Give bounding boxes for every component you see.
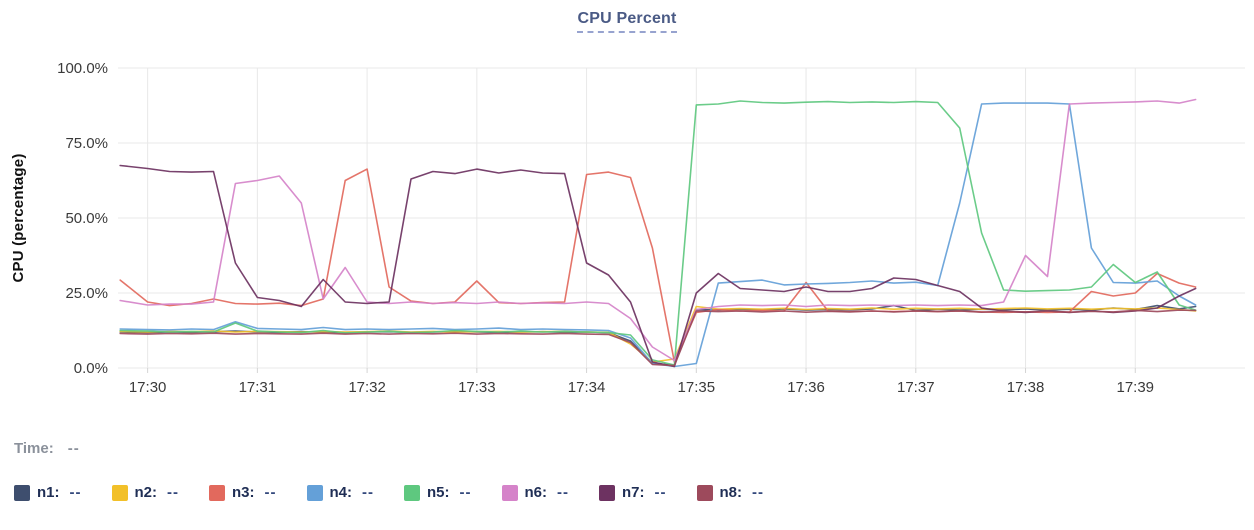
x-tick-label: 17:39 <box>1116 379 1154 396</box>
y-tick-label: 0.0% <box>74 360 108 377</box>
n3-legend-value: -- <box>264 484 277 501</box>
series-line-n5[interactable] <box>119 100 1197 366</box>
chart-title[interactable]: CPU Percent <box>577 10 677 33</box>
legend-item-n1[interactable]: n1: -- <box>14 484 112 501</box>
n1-legend-label: n1: <box>37 484 60 501</box>
x-tick-label: 17:34 <box>568 379 606 396</box>
legend-item-n6[interactable]: n6: -- <box>501 484 600 501</box>
x-tick-label: 17:35 <box>678 379 716 396</box>
time-label: Time: <box>14 440 54 457</box>
n8-legend-value: -- <box>752 484 764 501</box>
n4-color-swatch <box>306 484 323 501</box>
n2-legend-value: -- <box>167 484 179 501</box>
n8-legend-label: n8: <box>719 484 743 501</box>
legend-row: n1: -- n2: -- n3: -- n4: -- n5: -- n6: -… <box>14 484 794 501</box>
series-line-n8[interactable] <box>119 309 1197 367</box>
n3-legend-label: n3: <box>232 484 255 501</box>
n4-legend-label: n4: <box>329 484 353 501</box>
n7-legend-value: -- <box>654 484 667 501</box>
n3-color-swatch <box>209 484 225 501</box>
x-tick-label: 17:31 <box>239 379 277 396</box>
x-tick-label: 17:36 <box>787 379 825 396</box>
x-tick-label: 17:32 <box>348 379 386 396</box>
legend-item-n7[interactable]: n7: -- <box>599 484 697 501</box>
n6-color-swatch <box>501 484 518 501</box>
series-line-n7[interactable] <box>119 164 1197 368</box>
cpu-percent-line-chart[interactable]: 0.0% 25.0% 50.0% 75.0% 100.0% 17:30 17:31 17:32… <box>0 0 1254 425</box>
x-tick-label: 17:38 <box>1007 379 1045 396</box>
n4-legend-value: -- <box>362 484 374 501</box>
time-value: -- <box>67 440 80 457</box>
legend-item-n5[interactable]: n5: -- <box>404 484 502 501</box>
y-tick-label: 50.0% <box>65 210 108 227</box>
n7-legend-label: n7: <box>622 484 645 501</box>
y-tick-label: 25.0% <box>65 285 108 302</box>
n2-color-swatch <box>111 484 128 501</box>
legend-item-n2[interactable]: n2: -- <box>111 484 210 501</box>
n1-legend-value: -- <box>69 484 82 501</box>
x-tick-label: 17:33 <box>458 379 496 396</box>
y-tick-label: 75.0% <box>65 135 108 152</box>
chart-title-wrap: CPU Percent <box>0 10 1254 33</box>
n5-color-swatch <box>404 484 420 501</box>
legend-item-n4[interactable]: n4: -- <box>306 484 405 501</box>
n1-color-swatch <box>14 484 30 501</box>
n5-legend-label: n5: <box>427 484 450 501</box>
n2-legend-label: n2: <box>134 484 158 501</box>
n5-legend-value: -- <box>459 484 472 501</box>
n6-legend-value: -- <box>557 484 569 501</box>
x-tick-label: 17:30 <box>129 379 167 396</box>
n8-color-swatch <box>696 484 713 501</box>
x-tick-label: 17:37 <box>897 379 935 396</box>
n7-color-swatch <box>599 484 615 501</box>
n6-legend-label: n6: <box>524 484 548 501</box>
legend-item-n3[interactable]: n3: -- <box>209 484 307 501</box>
series-line-n1[interactable] <box>119 304 1197 366</box>
time-row: Time: -- <box>14 440 80 457</box>
series-line-n6[interactable] <box>119 98 1197 362</box>
y-tick-label: 100.0% <box>57 60 108 77</box>
legend-item-n8[interactable]: n8: -- <box>696 484 795 501</box>
